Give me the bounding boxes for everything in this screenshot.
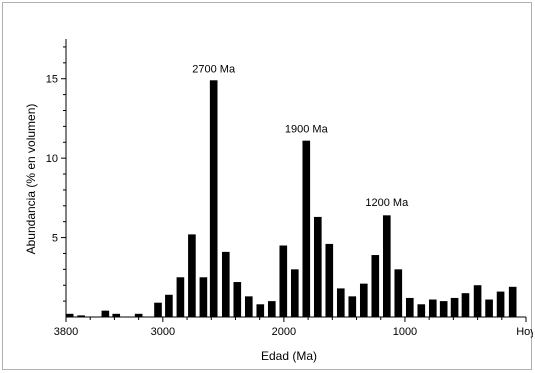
bar-4 [134,313,143,317]
bars-group [65,80,517,317]
x-axis-title: Edad (Ma) [261,349,317,363]
y-tick-label-0: 5 [52,233,58,245]
bar-8 [188,234,196,317]
bar-29 [428,299,437,317]
bar-2 [101,310,110,317]
x-tick-label-1: 3000 [151,326,175,338]
bar-20 [325,243,334,317]
y-tick-label-1: 10 [46,153,58,165]
annotation-2: 1200 Ma [365,197,409,209]
x-tick-label-2: 2000 [272,326,296,338]
bar-15 [267,301,276,317]
annotation-0: 2700 Ma [192,63,236,75]
y-ticks-group: 5 10 15 [46,46,66,302]
bar-5 [154,302,162,317]
x-tick-label-4: Hoy [516,326,533,338]
x-tick-label-3: 1000 [393,326,417,338]
bar-34 [485,299,493,317]
x-tick-label-0: 3800 [54,326,78,338]
bar-13 [244,296,253,317]
chart-frame: 5 10 15 3800 3000 2000 1000 Hoy 2700 Ma 1900 Ma… [2,2,533,370]
bar-33 [473,285,482,317]
bar-27 [405,297,414,317]
bar-31 [450,297,459,317]
bar-18 [302,140,311,317]
annotations-group: 2700 Ma 1900 Ma 1200 Ma [192,63,409,208]
bar-14 [256,304,265,317]
y-axis-title: Abundancia (% en volumen) [24,104,38,255]
bar-6 [165,294,173,317]
bar-0 [65,313,74,317]
bar-16 [279,245,288,317]
x-ticks-group: 3800 3000 2000 1000 Hoy [54,317,533,338]
bar-35 [496,291,505,317]
bar-23 [359,283,368,317]
annotation-1: 1900 Ma [285,124,329,136]
bar-10 [209,80,218,317]
bar-36 [508,286,517,317]
bar-3 [112,313,121,317]
y-tick-label-2: 15 [46,74,58,86]
bar-28 [417,304,426,317]
bar-32 [461,293,470,317]
bar-22 [348,296,357,317]
bar-25 [382,215,391,317]
bar-26 [394,269,403,317]
bar-17 [290,269,299,317]
bar-11 [221,251,230,317]
bar-19 [313,216,322,317]
bar-24 [371,255,380,317]
bar-12 [233,282,242,317]
bar-7 [176,277,185,317]
bar-21 [336,288,345,317]
abundance-histogram: 5 10 15 3800 3000 2000 1000 Hoy 2700 Ma 1900 Ma… [24,39,533,363]
bar-1 [77,315,85,317]
bar-30 [439,301,448,317]
bar-9 [199,277,208,317]
